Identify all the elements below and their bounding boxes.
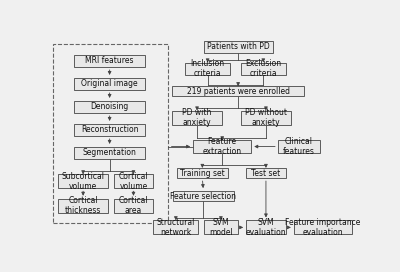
FancyBboxPatch shape bbox=[193, 140, 251, 153]
FancyBboxPatch shape bbox=[114, 174, 153, 188]
Text: Feature selection: Feature selection bbox=[170, 191, 236, 201]
Text: Exclusion
criteria: Exclusion criteria bbox=[245, 59, 281, 78]
FancyBboxPatch shape bbox=[278, 140, 320, 153]
FancyBboxPatch shape bbox=[173, 191, 234, 201]
FancyBboxPatch shape bbox=[74, 124, 145, 136]
Text: Clinical
features: Clinical features bbox=[283, 137, 315, 156]
FancyBboxPatch shape bbox=[74, 55, 145, 67]
FancyBboxPatch shape bbox=[204, 41, 272, 53]
FancyBboxPatch shape bbox=[246, 220, 286, 234]
Text: Cortical
thickness: Cortical thickness bbox=[65, 196, 101, 215]
Text: Reconstruction: Reconstruction bbox=[81, 125, 138, 134]
Text: Cortical
volume: Cortical volume bbox=[119, 172, 148, 191]
Text: PD with
anxiety: PD with anxiety bbox=[182, 108, 212, 127]
FancyBboxPatch shape bbox=[204, 220, 238, 234]
Text: Feature importance
evaluation: Feature importance evaluation bbox=[285, 218, 360, 237]
FancyBboxPatch shape bbox=[294, 220, 352, 234]
FancyBboxPatch shape bbox=[185, 63, 230, 75]
FancyBboxPatch shape bbox=[153, 220, 198, 234]
FancyBboxPatch shape bbox=[241, 63, 286, 75]
Text: Subcortical
volume: Subcortical volume bbox=[62, 172, 105, 191]
Text: PD without
anxiety: PD without anxiety bbox=[245, 108, 287, 127]
FancyBboxPatch shape bbox=[241, 110, 291, 125]
FancyBboxPatch shape bbox=[74, 78, 145, 90]
FancyBboxPatch shape bbox=[74, 101, 145, 113]
Text: Denoising: Denoising bbox=[90, 103, 129, 112]
Text: Patients with PD: Patients with PD bbox=[207, 42, 270, 51]
Text: Segmentation: Segmentation bbox=[83, 149, 136, 157]
FancyBboxPatch shape bbox=[114, 199, 153, 213]
Text: SVM
model: SVM model bbox=[209, 218, 233, 237]
FancyBboxPatch shape bbox=[58, 174, 108, 188]
Text: Structural
network: Structural network bbox=[157, 218, 195, 237]
FancyBboxPatch shape bbox=[74, 147, 145, 159]
FancyBboxPatch shape bbox=[172, 110, 222, 125]
Text: Test set: Test set bbox=[251, 169, 280, 178]
FancyBboxPatch shape bbox=[177, 168, 228, 178]
Text: SVM
evaluation: SVM evaluation bbox=[246, 218, 286, 237]
FancyBboxPatch shape bbox=[246, 168, 286, 178]
Text: Cortical
area: Cortical area bbox=[119, 196, 148, 215]
FancyBboxPatch shape bbox=[58, 199, 108, 213]
Text: Original image: Original image bbox=[81, 79, 138, 88]
Text: MRI features: MRI features bbox=[85, 57, 134, 66]
Text: Feature
extraction: Feature extraction bbox=[203, 137, 242, 156]
FancyBboxPatch shape bbox=[172, 86, 304, 97]
Text: Training set: Training set bbox=[180, 169, 225, 178]
Text: Inclusion
criteria: Inclusion criteria bbox=[190, 59, 225, 78]
Text: 219 patients were enrolled: 219 patients were enrolled bbox=[187, 87, 290, 96]
